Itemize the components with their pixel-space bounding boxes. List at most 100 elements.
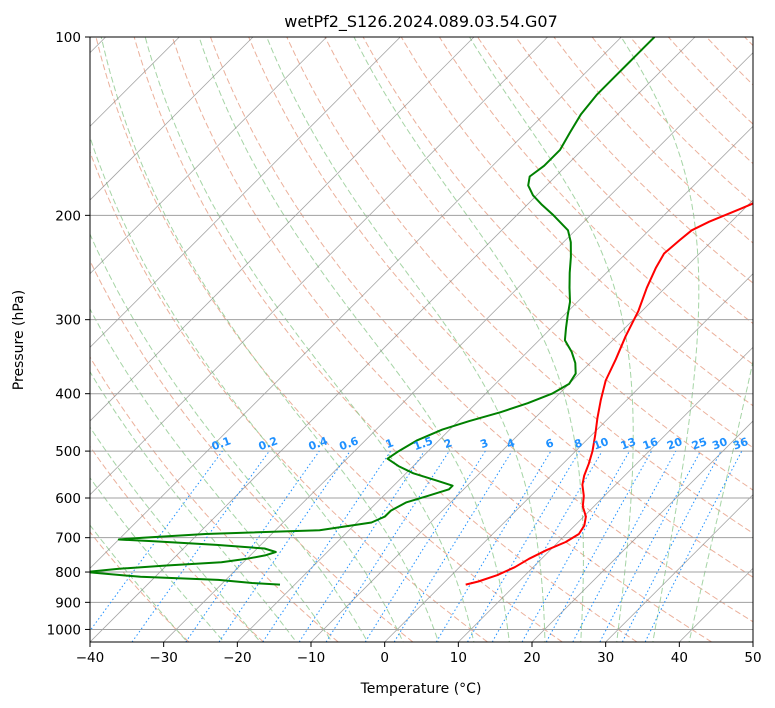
x-tick-label: 20 [523, 650, 540, 666]
y-tick-label: 100 [55, 30, 81, 46]
mixing-ratio-label: 25 [690, 435, 709, 452]
mixing-ratio-line [545, 450, 653, 642]
mixing-ratio-lines [90, 450, 743, 642]
x-tick-label: −40 [76, 650, 105, 666]
mixing-ratio-label: 6 [544, 436, 556, 451]
moist-adiabats [90, 37, 753, 642]
dry-adiabat-line [553, 37, 753, 244]
mixing-ratio-line [393, 450, 513, 642]
y-axis-label: Pressure (hPa) [11, 290, 27, 390]
sounding-series [90, 37, 753, 586]
isotherm-line [384, 273, 753, 642]
dry-adiabat-line [477, 37, 753, 325]
mixing-ratio-label: 13 [619, 435, 638, 452]
isotherm-line [90, 37, 254, 201]
y-tick-label: 600 [55, 491, 81, 507]
mixing-ratio-label: 8 [572, 436, 584, 451]
mixing-ratio-label: 0.4 [307, 434, 330, 453]
isotherm-line [90, 37, 475, 422]
moist-adiabat-line [144, 37, 475, 642]
y-tick-label: 300 [55, 313, 81, 329]
y-tick-label: 900 [55, 595, 81, 611]
moist-adiabat-line [90, 232, 369, 642]
mixing-ratio-line [90, 450, 223, 632]
isotherm-line [237, 125, 753, 642]
x-tick-label: −20 [223, 650, 252, 666]
mixing-ratio-label: 36 [731, 435, 750, 453]
isotherm-line [90, 37, 622, 569]
x-tick-label: 10 [450, 650, 467, 666]
x-tick-label: 30 [597, 650, 614, 666]
dry-adiabat-line [324, 37, 753, 491]
mixing-ratio-label: 0.2 [257, 434, 280, 453]
mixing-ratio-label: 0.6 [338, 434, 361, 453]
dry-adiabats [90, 37, 753, 642]
mixing-ratio-line [467, 450, 580, 642]
moist-adiabat-line [90, 524, 188, 642]
isotherm-line [531, 420, 753, 642]
plot-frame [89, 36, 754, 643]
mixing-ratio-label: 4 [505, 436, 517, 451]
y-axis-ticks: 100 200 300 400 500 600 700 800 900 1000 [47, 30, 90, 638]
x-tick-label: 0 [380, 650, 389, 666]
isotherm-line [310, 199, 753, 642]
moist-adiabat-line [353, 37, 584, 642]
reference-line-labels: 0.10.20.40.611.52346810131620253036-100-… [210, 434, 750, 453]
dry-adiabat-line [248, 37, 753, 578]
y-tick-label: 400 [55, 387, 81, 403]
moist-adiabat-line [90, 426, 261, 642]
x-axis-ticks: −40 −30 −20 −10 0 10 20 30 40 50 [76, 642, 762, 666]
isobars [90, 37, 753, 630]
mixing-ratio-line [572, 450, 677, 642]
moist-adiabat-line [90, 476, 225, 642]
x-tick-label: 40 [671, 650, 688, 666]
mixing-ratio-line [131, 450, 270, 642]
y-tick-label: 800 [55, 565, 81, 581]
isotherm-line [605, 494, 753, 642]
moist-adiabat-line [469, 37, 634, 642]
dry-adiabat-line [133, 37, 638, 642]
mixing-ratio-line [521, 450, 630, 642]
isotherm-line [458, 346, 753, 642]
x-tick-label: −30 [149, 650, 178, 666]
moist-adiabat-line [266, 37, 546, 642]
dry-adiabat-line [90, 531, 190, 642]
dry-adiabat-line [629, 37, 753, 165]
dry-adiabat-line [90, 356, 339, 642]
dry-adiabat-line [591, 37, 753, 204]
moist-adiabat-line [90, 135, 404, 642]
mixing-ratio-label: 10 [592, 435, 611, 453]
y-tick-label: 500 [55, 444, 81, 460]
dry-adiabat-line [210, 37, 753, 623]
moist-adiabat-line [100, 37, 440, 642]
isotherms [90, 37, 753, 642]
x-axis-label: Temperature (°C) [360, 681, 482, 697]
mixing-ratio-label: 1 [384, 436, 396, 451]
mixing-ratio-label: 2 [442, 436, 454, 451]
temperature-profile-line [465, 202, 753, 586]
y-tick-label: 700 [55, 531, 81, 547]
isotherm-line [90, 37, 401, 348]
moist-adiabat-line [620, 37, 700, 642]
dewpoint-profile-line [90, 37, 656, 586]
isotherm-line [163, 52, 753, 642]
mixing-ratio-line [491, 450, 603, 642]
mixing-ratio-label: 20 [665, 435, 684, 453]
mixing-ratio-label: 0.1 [210, 434, 233, 453]
plot-area: 0.10.20.40.611.52346810131620253036-100-… [90, 37, 753, 642]
isotherm-line [90, 37, 696, 642]
dry-adiabat-line [286, 37, 753, 534]
dry-adiabat-line [400, 37, 753, 407]
y-tick-label: 1000 [47, 622, 81, 638]
y-tick-label: 200 [55, 208, 81, 224]
mixing-ratio-line [325, 450, 450, 642]
mixing-ratio-line [364, 450, 486, 642]
mixing-ratio-line [218, 450, 351, 642]
mixing-ratio-label: 16 [641, 435, 660, 453]
mixing-ratio-label: 1.5 [412, 434, 435, 453]
chart-title: wetPf2_S126.2024.089.03.54.G07 [284, 12, 558, 32]
dry-adiabat-line [90, 150, 488, 642]
dry-adiabat-line [95, 37, 563, 642]
